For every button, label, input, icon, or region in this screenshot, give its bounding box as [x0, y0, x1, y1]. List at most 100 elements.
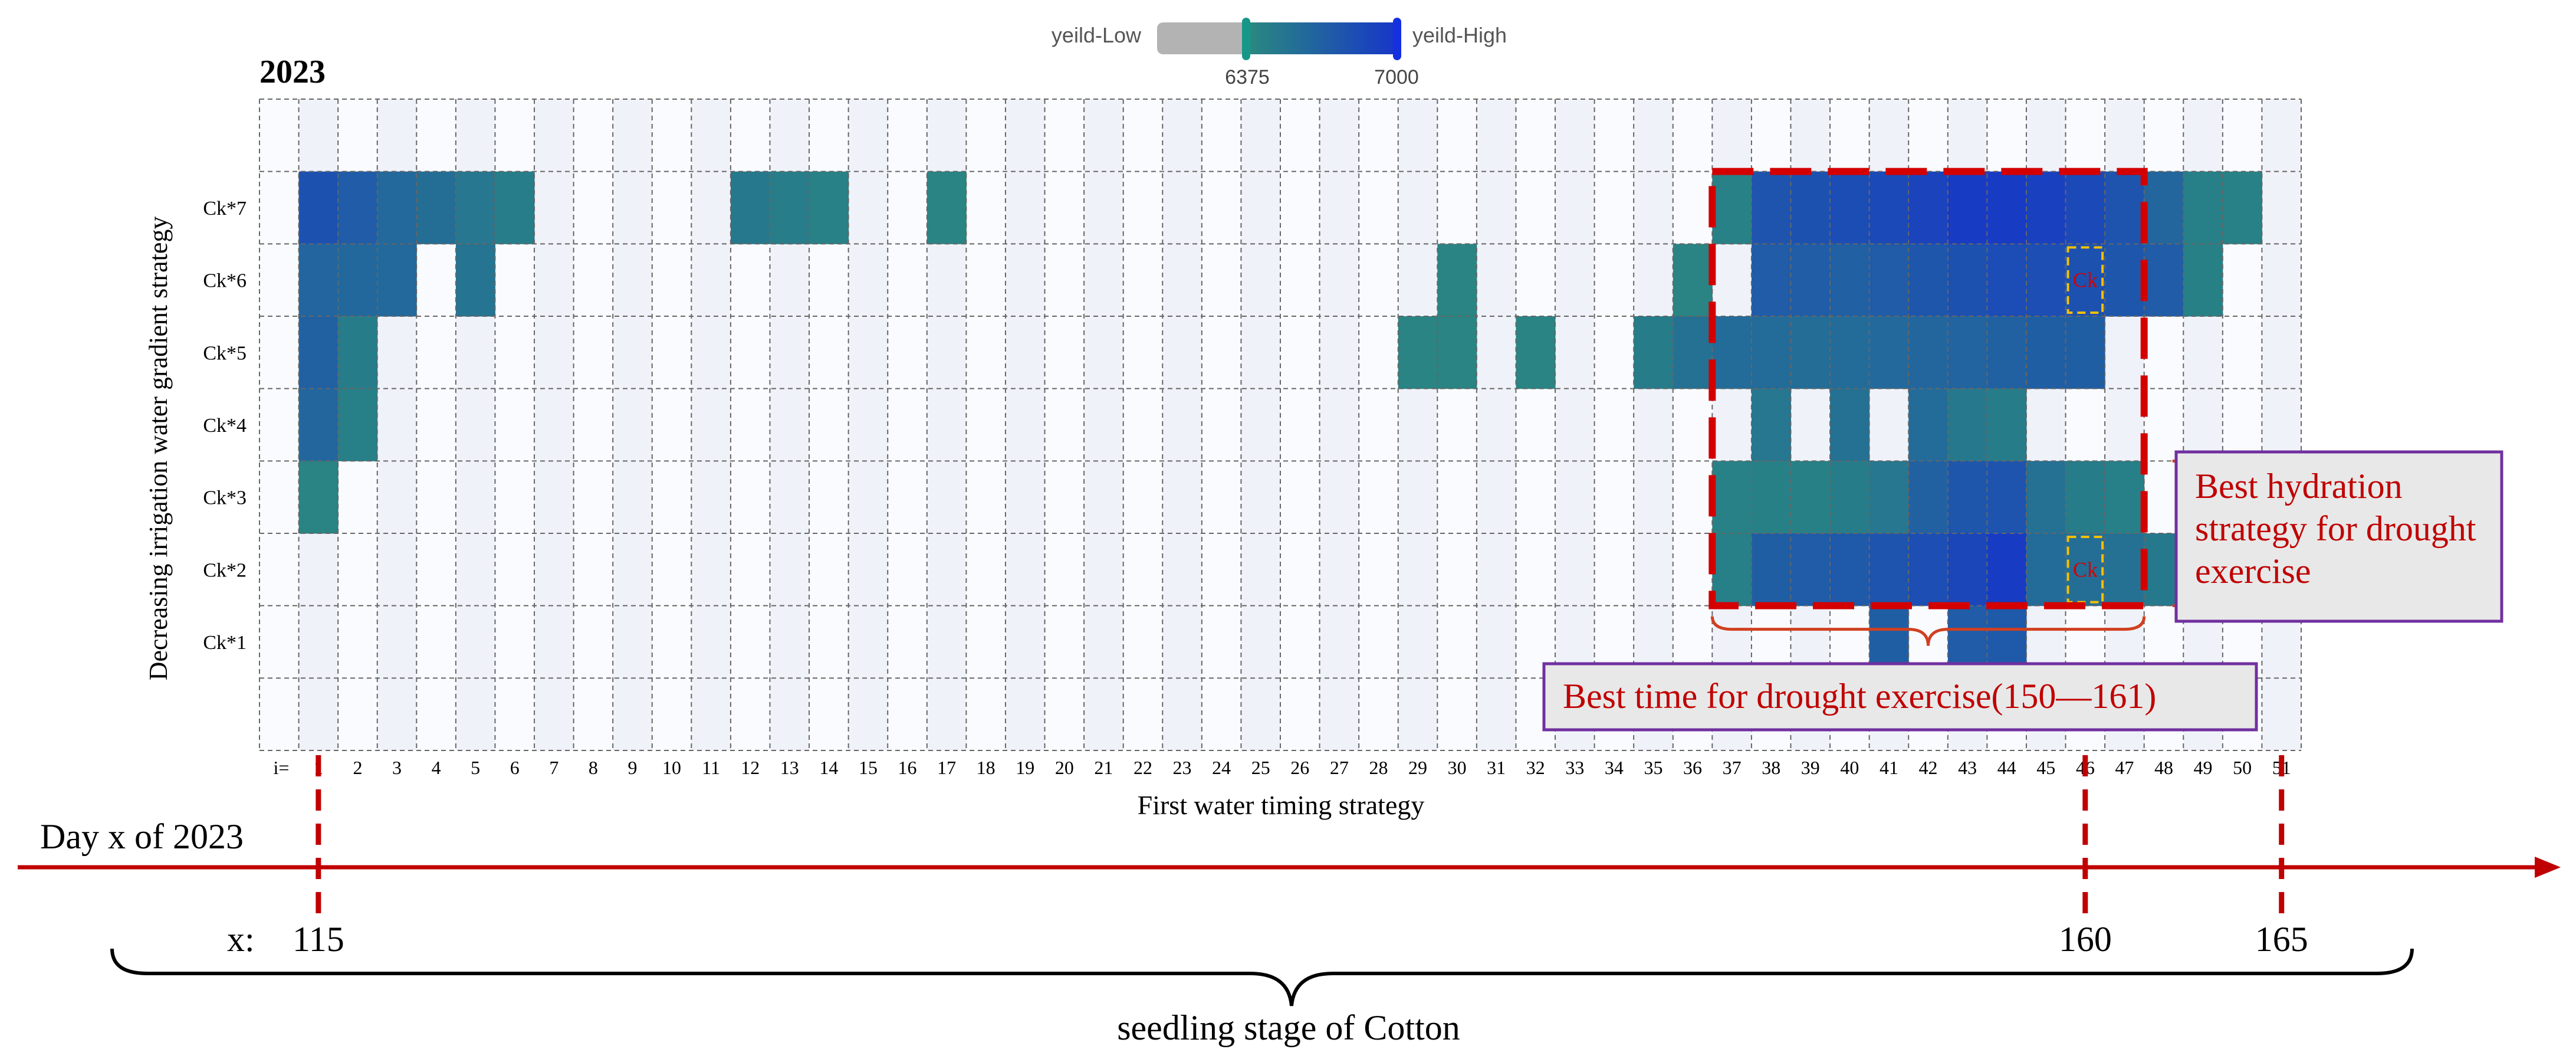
column-label: 25 [1251, 757, 1270, 778]
column-label: 15 [859, 757, 878, 778]
heatmap-cell [1987, 533, 2027, 606]
heatmap-cell [338, 316, 378, 389]
row-label: Ck*1 [203, 632, 247, 654]
heatmap-cell [2026, 171, 2066, 244]
grid-column-bg [259, 99, 299, 750]
grid-column-bg [1555, 99, 1595, 750]
grid-column-bg [1398, 99, 1438, 750]
heatmap-cell [2065, 171, 2105, 244]
heatmap-cell [298, 316, 339, 389]
heatmap-cells [298, 171, 2262, 678]
heatmap-cell [1790, 244, 1831, 317]
heatmap-cell [2183, 171, 2223, 244]
legend-max-label: 7000 [1374, 66, 1419, 88]
column-label: 32 [1526, 757, 1545, 778]
heatmap-cell [926, 171, 967, 244]
grid-column-bg [966, 99, 1006, 750]
heatmap-cell [1987, 461, 2027, 534]
heatmap-cell [1437, 244, 1477, 317]
heatmap-cell [1908, 316, 1949, 389]
heatmap-cell [2065, 316, 2105, 389]
grid-column-bg [888, 99, 927, 750]
column-label: 39 [1801, 757, 1820, 778]
heatmap-cell [1790, 171, 1831, 244]
row-label: Ck*7 [203, 198, 247, 219]
legend-max-handle[interactable] [1393, 18, 1401, 60]
column-label: 28 [1369, 757, 1388, 778]
column-label: 19 [1016, 757, 1034, 778]
grid-column-bg [1437, 99, 1477, 750]
grid-column-bg [1319, 99, 1359, 750]
heatmap-cell [1987, 244, 2027, 317]
heatmap-cell [1947, 171, 1987, 244]
column-label: 45 [2036, 757, 2055, 778]
heatmap-cell [298, 171, 339, 244]
heatmap-cell [1634, 316, 1674, 389]
grid-lines [259, 99, 2302, 751]
column-label: 41 [1880, 757, 1898, 778]
column-label: 42 [1919, 757, 1938, 778]
heatmap-cell [298, 244, 339, 317]
heatmap-cell [1869, 533, 1909, 606]
column-label: 50 [2233, 757, 2252, 778]
column-label: 10 [662, 757, 681, 778]
grid-column-bg [1476, 99, 1516, 750]
timeline-tick-label: 160 [2059, 920, 2112, 959]
heatmap-cell [1987, 388, 2027, 461]
heatmap-cell [2144, 244, 2184, 317]
heatmap-cell [1712, 533, 1752, 606]
highlight-box [1708, 168, 2148, 609]
heatmap-cell [1790, 461, 1831, 534]
heatmap-cell [338, 244, 378, 317]
heatmap-cell [770, 171, 810, 244]
grid-column-bg [1516, 99, 1556, 750]
column-label: 16 [898, 757, 917, 778]
heatmap-cell [1712, 316, 1752, 389]
column-label: 23 [1173, 757, 1192, 778]
heatmap-cell [2065, 244, 2105, 317]
heatmap-cell [1947, 461, 1987, 534]
column-label: 33 [1565, 757, 1584, 778]
grid-column-bg [652, 99, 692, 750]
grid-column-bg [1280, 99, 1320, 750]
timeline: 115 160 165 [18, 755, 2561, 959]
column-label: 2 [353, 757, 362, 778]
row-label: Ck*5 [203, 342, 247, 364]
column-label: 14 [819, 757, 838, 778]
column-label: 48 [2154, 757, 2173, 778]
grid-column-bg [1044, 99, 1085, 750]
heatmap-cell [1947, 244, 1987, 317]
column-label: 27 [1330, 757, 1349, 778]
heatmap-cell [1751, 171, 1791, 244]
grid-column-bg [691, 99, 731, 750]
heatmap-cell [2183, 244, 2223, 317]
heatmap-cell [1437, 316, 1477, 389]
heatmap-cell [1830, 171, 1870, 244]
column-label: 29 [1408, 757, 1427, 778]
heatmap-cell [2105, 171, 2145, 244]
heatmap-cell [2105, 244, 2145, 317]
heatmap-cell [377, 171, 417, 244]
heatmap-cell [377, 244, 417, 317]
timeline-x-prefix: x: [227, 920, 255, 959]
stage-brace [110, 948, 2414, 1006]
legend-gradient [1247, 22, 1397, 54]
x-axis-prefix: i= [274, 757, 290, 778]
column-label: 31 [1487, 757, 1506, 778]
heatmap-cell [338, 171, 378, 244]
heatmap-cell [1908, 171, 1949, 244]
legend-min-handle[interactable] [1242, 18, 1250, 60]
row-label: Ck*2 [203, 559, 247, 581]
heatmap-cell [2065, 533, 2105, 606]
heatmap-cell [298, 461, 339, 534]
heatmap-cell [1908, 388, 1949, 461]
x-axis-title: First water timing strategy [1138, 790, 1425, 820]
best-time-text: Best time for drought exercise(150—161) [1563, 677, 2156, 716]
heatmap-cell [1790, 316, 1831, 389]
heatmap-cell [1751, 316, 1791, 389]
column-label: 9 [627, 757, 637, 778]
column-label: 5 [471, 757, 480, 778]
heatmap-cell [338, 388, 378, 461]
column-label: 49 [2194, 757, 2213, 778]
